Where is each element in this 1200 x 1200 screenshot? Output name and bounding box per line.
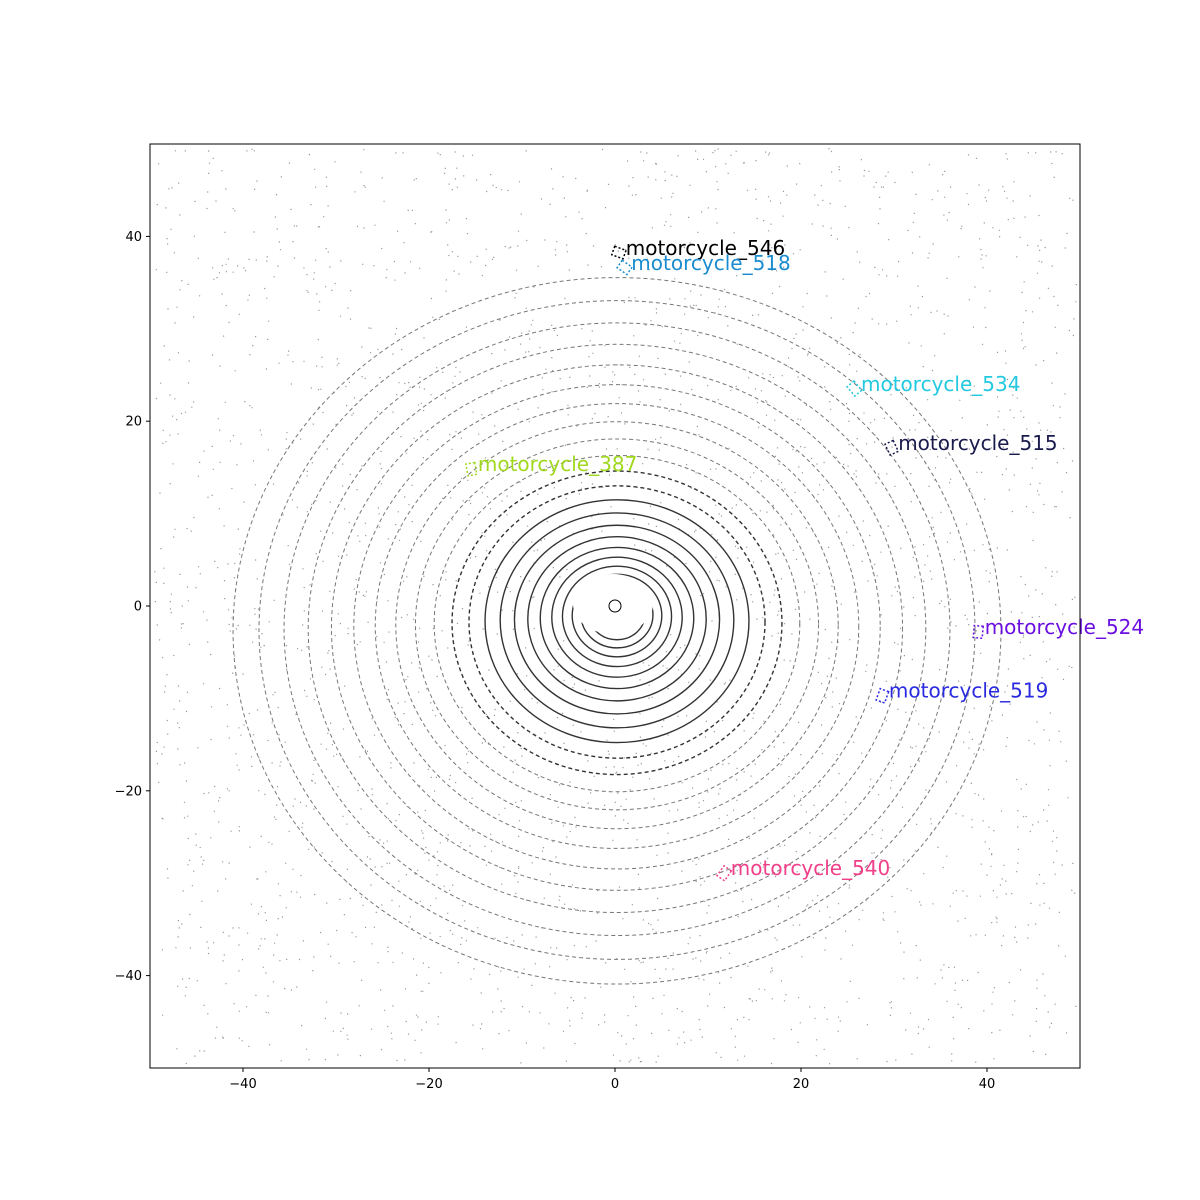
- lidar-ring: [258, 300, 976, 960]
- y-tick-label: 20: [125, 415, 142, 430]
- object-box: [616, 259, 634, 276]
- lidar-ring: [499, 512, 735, 729]
- lidar-ring: [330, 364, 904, 891]
- object-box: [846, 379, 863, 398]
- object-label: motorcycle_540: [731, 856, 890, 880]
- object-boxes: [465, 245, 985, 882]
- object-label: motorcycle_518: [631, 251, 790, 275]
- object-box: [972, 624, 985, 640]
- object-label: motorcycle_546: [626, 236, 785, 260]
- y-tick-label: −40: [115, 969, 142, 984]
- x-tick-label: −40: [229, 1077, 256, 1092]
- point-cloud: [154, 148, 1077, 1065]
- lidar-ring: [513, 524, 721, 715]
- lidar-ring: [484, 499, 750, 744]
- lidar-ring: [283, 322, 951, 937]
- lidar-ring: [551, 556, 683, 678]
- object-label: motorcycle_515: [898, 431, 1057, 455]
- y-tick-label: 0: [134, 600, 142, 615]
- lidar-ring: [561, 565, 673, 668]
- object-label: motorcycle_387: [478, 452, 637, 476]
- lidar-rings: [232, 277, 1002, 985]
- background-points: [154, 148, 1077, 1065]
- lidar-ring: [539, 546, 695, 690]
- x-tick-label: −20: [415, 1077, 442, 1092]
- object-box: [716, 864, 733, 882]
- ego-clear-area: [573, 574, 653, 634]
- x-tick-label: 40: [979, 1077, 996, 1092]
- lidar-ring: [232, 277, 1002, 985]
- x-tick-label: 0: [611, 1077, 619, 1092]
- object-label: motorcycle_534: [861, 372, 1020, 396]
- y-tick-label: −20: [115, 784, 142, 799]
- lidar-ring: [374, 403, 860, 849]
- lidar-ring: [451, 470, 783, 776]
- lidar-ring: [414, 438, 820, 811]
- object-box: [884, 439, 900, 457]
- lidar-ring: [353, 384, 881, 870]
- object-box: [465, 461, 478, 477]
- y-tick-label: 40: [125, 230, 142, 245]
- lidar-ring: [468, 485, 766, 759]
- object-label: motorcycle_519: [889, 679, 1048, 703]
- object-box: [875, 687, 890, 704]
- lidar-ring: [527, 536, 707, 702]
- object-label: motorcycle_524: [985, 615, 1144, 639]
- lidar-ring: [433, 454, 801, 793]
- lidar-ring: [307, 343, 927, 913]
- x-tick-label: 20: [793, 1077, 810, 1092]
- lidar-ring: [395, 421, 839, 830]
- y-axis: −40 −20 0 20 40: [115, 230, 150, 984]
- object-box: [610, 245, 628, 260]
- x-axis: −40 −20 0 20 40: [229, 1068, 995, 1092]
- ego-vehicle-marker: [608, 599, 622, 613]
